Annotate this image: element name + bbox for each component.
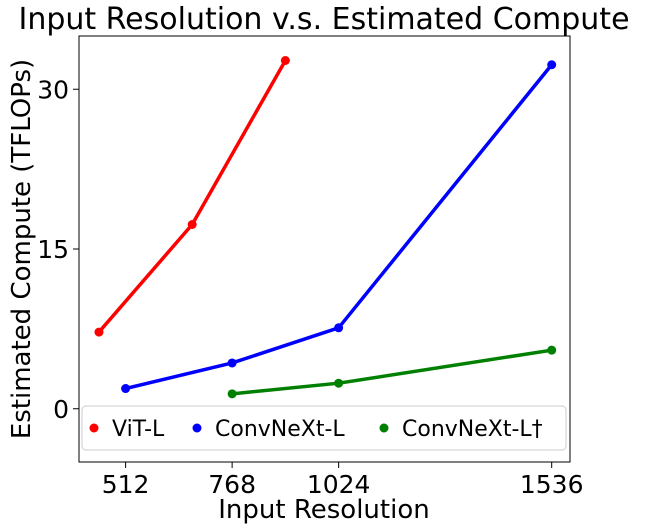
y-tick-label: 30 [37, 75, 69, 104]
data-point [227, 358, 237, 368]
data-point [227, 389, 237, 399]
y-tick-label: 15 [37, 235, 69, 264]
legend: ViT-L ConvNeXt-L ConvNeXt-L† [81, 405, 567, 451]
x-tick-label: 1024 [307, 470, 371, 499]
chart-title: Input Resolution v.s. Estimated Compute [18, 2, 629, 37]
y-tick-label: 0 [53, 395, 69, 424]
y-axis: 0 15 30 [37, 75, 79, 424]
series-layer [94, 55, 557, 399]
plot-area [78, 35, 571, 463]
series-line-2 [230, 348, 554, 396]
data-point [334, 378, 344, 388]
x-axis: 512 768 1024 1536 [102, 462, 584, 499]
x-tick-label: 768 [208, 470, 256, 499]
legend-marker [379, 423, 389, 433]
legend-marker [192, 423, 202, 433]
x-axis-label: Input Resolution [218, 495, 429, 525]
legend-label: ConvNeXt-L† [402, 417, 543, 442]
legend-label: ConvNeXt-L [215, 417, 345, 442]
data-point [547, 345, 557, 355]
data-point [547, 60, 557, 70]
series-line-1 [123, 63, 554, 391]
data-point [94, 327, 104, 337]
legend-label: ViT-L [112, 417, 165, 442]
legend-box [81, 405, 567, 451]
data-point [334, 323, 344, 333]
x-tick-label: 512 [102, 470, 150, 499]
data-point [121, 384, 131, 394]
legend-marker [89, 423, 99, 433]
data-point [280, 55, 290, 65]
series-line-0 [97, 58, 288, 334]
x-tick-label: 1536 [520, 470, 584, 499]
y-axis-label: Estimated Compute (TFLOPs) [7, 59, 37, 439]
data-point [187, 220, 197, 230]
